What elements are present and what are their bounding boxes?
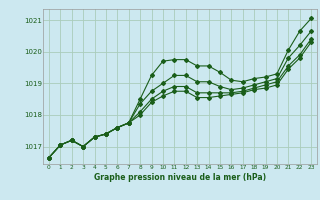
X-axis label: Graphe pression niveau de la mer (hPa): Graphe pression niveau de la mer (hPa): [94, 173, 266, 182]
